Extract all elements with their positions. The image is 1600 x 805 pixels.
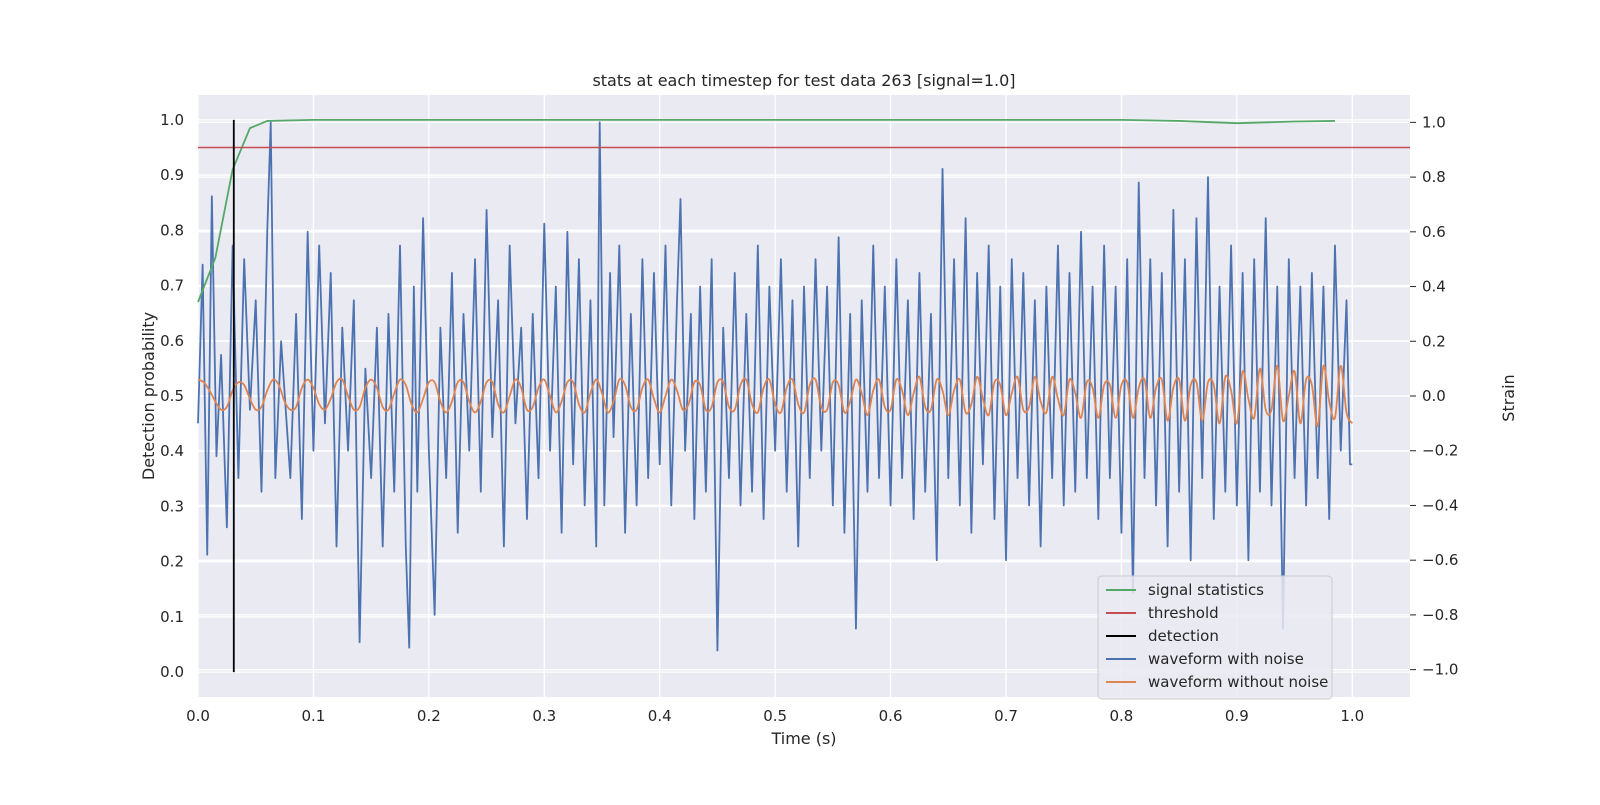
y-tick-label-right: 0.2: [1422, 332, 1446, 350]
y-tick-label-left: 0.6: [160, 332, 184, 350]
x-tick-label: 0.9: [1225, 707, 1249, 725]
legend-entry-label: signal statistics: [1148, 581, 1264, 599]
legend-box: [1097, 575, 1333, 700]
y-tick-label-right: −0.2: [1422, 442, 1458, 460]
y-tick-label-right: −0.8: [1422, 606, 1458, 624]
x-tick-label: 1.0: [1340, 707, 1364, 725]
y-tick-label-right: −0.6: [1422, 551, 1458, 569]
x-tick-label: 0.4: [648, 707, 672, 725]
chart-title: stats at each timestep for test data 263…: [592, 71, 1015, 90]
x-tick-label: 0.2: [417, 707, 441, 725]
y-tick-label-left: 0.8: [160, 221, 184, 239]
legend-entry-label: detection: [1148, 627, 1219, 645]
x-tick-label: 0.5: [763, 707, 787, 725]
left-axis-ticks: 0.0 0.1 0.2 0.3 0.4 0.5 0.6 0.7 0.8 0.9 1.0: [160, 111, 184, 681]
right-axis-ticks: −1.0 −0.8 −0.6 −0.4 −0.2 0.0 0.2 0.4 0.6 0.8 1.0: [1410, 113, 1458, 679]
y-tick-label-right: −1.0: [1422, 661, 1458, 679]
legend-entry-label: threshold: [1148, 604, 1219, 622]
y-tick-label-left: 0.9: [160, 166, 184, 184]
y-tick-label-right: −0.4: [1422, 496, 1458, 514]
x-axis-label: Time (s): [770, 729, 836, 748]
y-tick-label-left: 0.7: [160, 277, 184, 295]
x-tick-label: 0.7: [994, 707, 1018, 725]
y-tick-label-right: 0.0: [1422, 387, 1446, 405]
y-tick-label-right: 0.6: [1422, 223, 1446, 241]
x-tick-label: 0.0: [186, 707, 210, 725]
y-tick-label-left: 0.1: [160, 608, 184, 626]
x-tick-label: 0.1: [301, 707, 325, 725]
x-tick-label: 0.6: [879, 707, 903, 725]
x-axis-ticks: 0.0 0.1 0.2 0.3 0.4 0.5 0.6 0.7 0.8 0.9 1.0: [186, 707, 1364, 725]
y-tick-label-right: 0.4: [1422, 278, 1446, 296]
y-tick-label-left: 0.3: [160, 497, 184, 515]
legend-entry-label: waveform without noise: [1148, 673, 1328, 691]
series-line-waveform-without-noise: [197, 364, 1354, 428]
series-layer: [197, 118, 1410, 673]
y-tick-label-right: 1.0: [1422, 113, 1446, 131]
series-line-signal-statistics: [197, 118, 1335, 303]
legend: signal statistics threshold detection wavef…: [1097, 575, 1333, 700]
y-tick-label-left: 0.5: [160, 387, 184, 405]
y-axis-label-left: Detection probability: [139, 312, 158, 480]
x-tick-label: 0.8: [1109, 707, 1133, 725]
y-tick-label-left: 1.0: [160, 111, 184, 129]
x-tick-label: 0.3: [532, 707, 556, 725]
y-tick-label-left: 0.4: [160, 442, 184, 460]
y-axis-label-right: Strain: [1499, 374, 1518, 421]
y-tick-label-right: 0.8: [1422, 168, 1446, 186]
y-tick-label-left: 0.0: [160, 663, 184, 681]
legend-entry-label: waveform with noise: [1148, 650, 1304, 668]
y-tick-label-left: 0.2: [160, 553, 184, 571]
series-line-waveform-with-noise: [197, 121, 1353, 652]
